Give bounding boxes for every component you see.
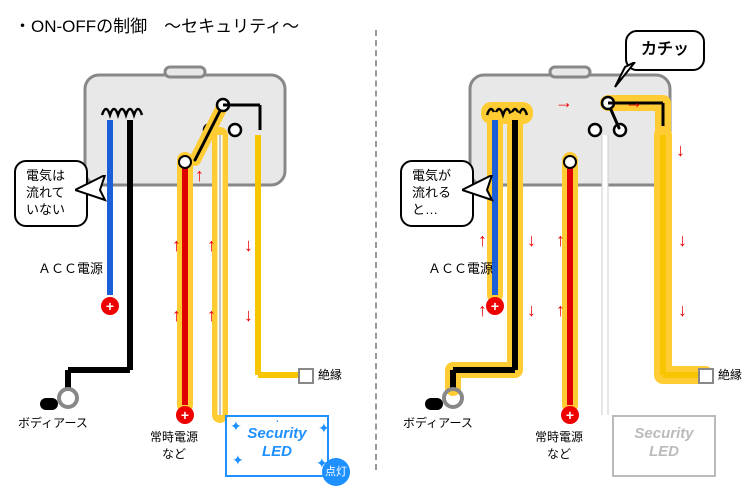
sparkle-icon: ✦ — [230, 418, 242, 435]
ground-label-left: ボディアース — [18, 414, 88, 431]
plus-terminal: + — [486, 297, 504, 315]
arrow: ↑ — [556, 230, 565, 251]
arrow: ↑ — [478, 230, 487, 251]
acc-label-left: ＡＣＣ電源 — [38, 258, 103, 277]
arrow: ↑ — [172, 305, 181, 326]
arrow: ↑ — [556, 300, 565, 321]
minus-terminal — [425, 398, 443, 410]
insulation-label-right: 絶縁 — [718, 366, 742, 383]
click-label: カチッ — [641, 41, 689, 58]
insulation-box — [298, 368, 314, 384]
plus-terminal: + — [101, 297, 119, 315]
callout-tail — [462, 175, 502, 205]
arrow: ↓ — [678, 300, 687, 321]
arrow: ↓ — [527, 300, 536, 321]
minus-terminal — [40, 398, 58, 410]
arrow: ↓ — [244, 235, 253, 256]
insulation-label-left: 絶縁 — [318, 366, 342, 383]
arrow: ↓ — [678, 230, 687, 251]
const-power-label-right: 常時電源 など — [535, 428, 583, 462]
insulation-box — [698, 368, 714, 384]
arrow: ↑ — [195, 165, 204, 186]
arrow: → — [555, 92, 573, 113]
right-callout-text: 電気が 流れる と… — [412, 168, 451, 217]
click-tail — [610, 62, 640, 92]
plus-terminal: + — [176, 406, 194, 424]
sparkle-icon: · — [275, 412, 280, 428]
arrow: ↑ — [207, 305, 216, 326]
arrow: ↑ — [172, 235, 181, 256]
arrow: ↓ — [244, 305, 253, 326]
security-led-right: Security LED — [612, 415, 716, 477]
arrow: ↑ — [207, 235, 216, 256]
callout-tail — [75, 175, 115, 205]
plus-terminal: + — [561, 406, 579, 424]
panel-divider — [375, 30, 377, 470]
lit-label: 点灯 — [325, 466, 347, 478]
led-label-left: Security LED — [247, 425, 306, 460]
acc-label-right: ＡＣＣ電源 — [428, 258, 493, 277]
left-callout-text: 電気は 流れて いない — [26, 168, 65, 217]
const-power-label-left: 常時電源 など — [150, 428, 198, 462]
arrow: → — [625, 92, 643, 113]
lit-badge: 点灯 — [322, 458, 350, 486]
arrow: ↓ — [527, 230, 536, 251]
arrow: ↓ — [676, 140, 685, 161]
sparkle-icon: ✦ — [318, 420, 330, 437]
sparkle-icon: ✦ — [232, 452, 244, 469]
led-label-right: Security LED — [634, 425, 693, 460]
ground-label-right: ボディアース — [403, 414, 473, 431]
